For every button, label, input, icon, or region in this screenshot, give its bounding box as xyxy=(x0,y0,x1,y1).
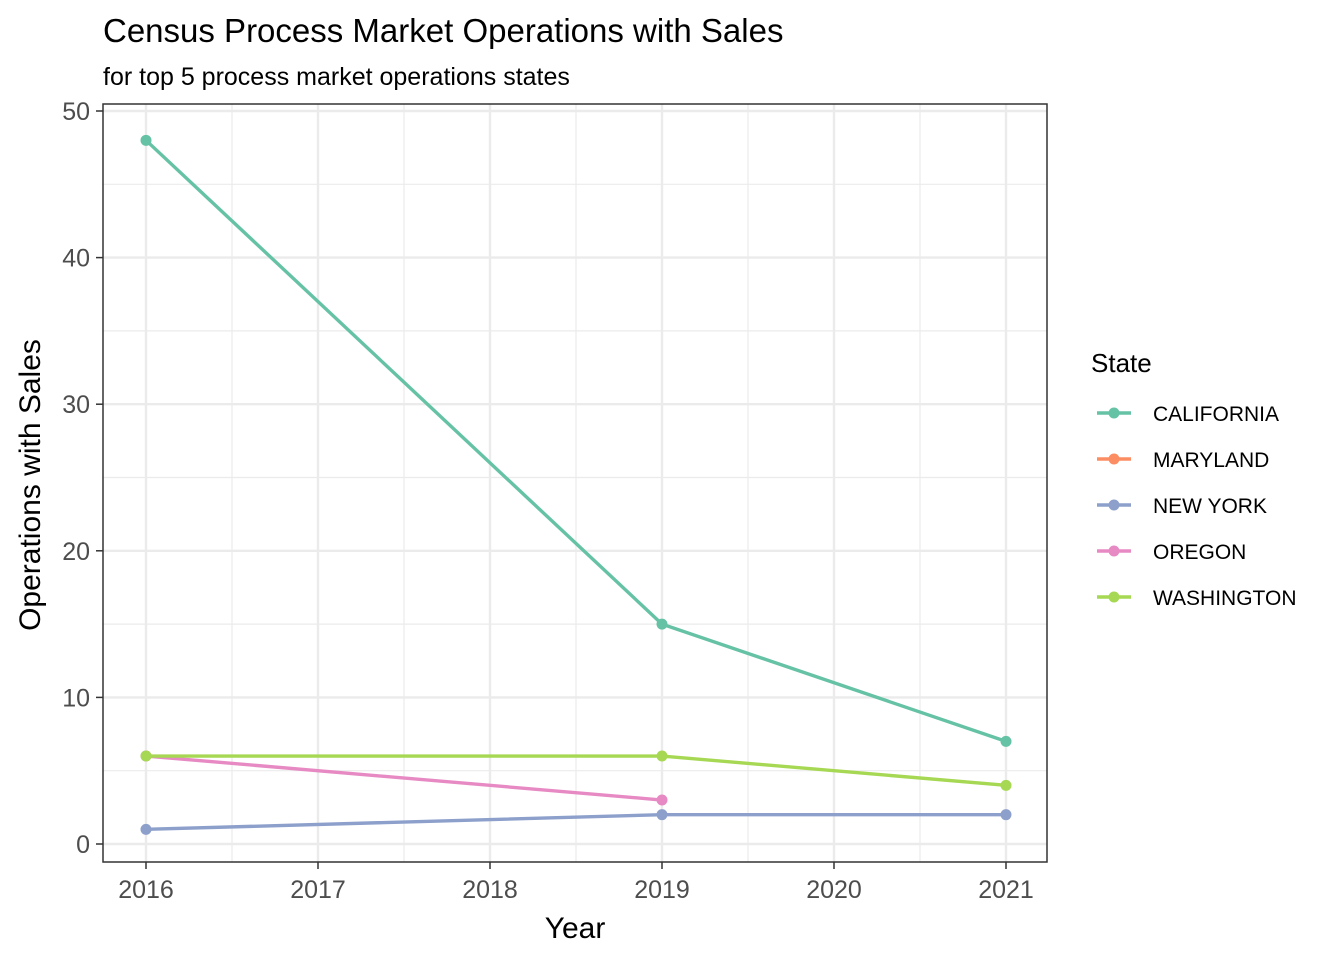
data-point-california xyxy=(656,618,668,630)
legend-item-maryland: MARYLAND xyxy=(1097,449,1269,472)
legend-items: CALIFORNIA MARYLAND NEW YORK OREGON WASHINGT… xyxy=(1097,403,1297,610)
y-tick-label: 20 xyxy=(62,538,90,566)
y-tick-label: 30 xyxy=(62,391,90,419)
gridlines xyxy=(103,104,1047,862)
series-california xyxy=(140,134,1012,747)
axes: 0 10 20 30 40 50 2016 2017 2018 2019 2020 2021 xyxy=(62,98,1034,904)
legend-item-washington: WASHINGTON xyxy=(1097,587,1297,610)
legend-key-point xyxy=(1108,545,1120,557)
y-tick-label: 50 xyxy=(62,98,90,126)
legend-item-new-york: NEW YORK xyxy=(1097,495,1267,518)
legend-label: MARYLAND xyxy=(1153,449,1269,472)
y-axis-title: Operations with Sales xyxy=(14,339,47,631)
series-washington xyxy=(140,750,1012,791)
legend-item-california: CALIFORNIA xyxy=(1097,403,1279,426)
y-tick-label: 0 xyxy=(76,831,90,859)
data-point-california xyxy=(140,134,152,146)
legend-key-point xyxy=(1108,499,1120,511)
legend-key-point xyxy=(1108,591,1120,603)
data-point-washington xyxy=(656,750,668,762)
legend: State CALIFORNIA MARYLAND NEW YORK OREGON WA… xyxy=(1091,348,1297,610)
data-point-oregon xyxy=(656,794,668,806)
data-point-california xyxy=(1000,735,1012,747)
legend-label: NEW YORK xyxy=(1153,495,1267,518)
legend-key-point xyxy=(1108,407,1120,419)
data-point-new-york xyxy=(656,809,668,821)
x-tick-label: 2021 xyxy=(978,876,1034,904)
data-point-new-york xyxy=(1000,809,1012,821)
x-tick-label: 2017 xyxy=(290,876,346,904)
x-tick-label: 2016 xyxy=(118,876,174,904)
chart-subtitle: for top 5 process market operations stat… xyxy=(103,63,570,91)
data-point-washington xyxy=(1000,779,1012,791)
data-point-new-york xyxy=(140,823,152,835)
x-tick-label: 2020 xyxy=(806,876,862,904)
y-tick-label: 40 xyxy=(62,245,90,273)
x-tick-label: 2018 xyxy=(462,876,518,904)
data-point-washington xyxy=(140,750,152,762)
legend-key-point xyxy=(1108,453,1120,465)
x-axis-title: Year xyxy=(545,912,606,945)
legend-item-oregon: OREGON xyxy=(1097,541,1246,564)
plot-panel-border xyxy=(102,103,1048,863)
y-tick-label: 10 xyxy=(62,684,90,712)
legend-title: State xyxy=(1091,348,1152,378)
series-new-york xyxy=(140,809,1012,835)
series-layer xyxy=(140,134,1012,835)
series-line-oregon xyxy=(144,754,664,802)
legend-label: CALIFORNIA xyxy=(1153,403,1279,426)
legend-label: WASHINGTON xyxy=(1153,587,1297,610)
x-tick-label: 2019 xyxy=(634,876,690,904)
chart-title: Census Process Market Operations with Sa… xyxy=(103,12,783,49)
legend-label: OREGON xyxy=(1153,541,1246,564)
